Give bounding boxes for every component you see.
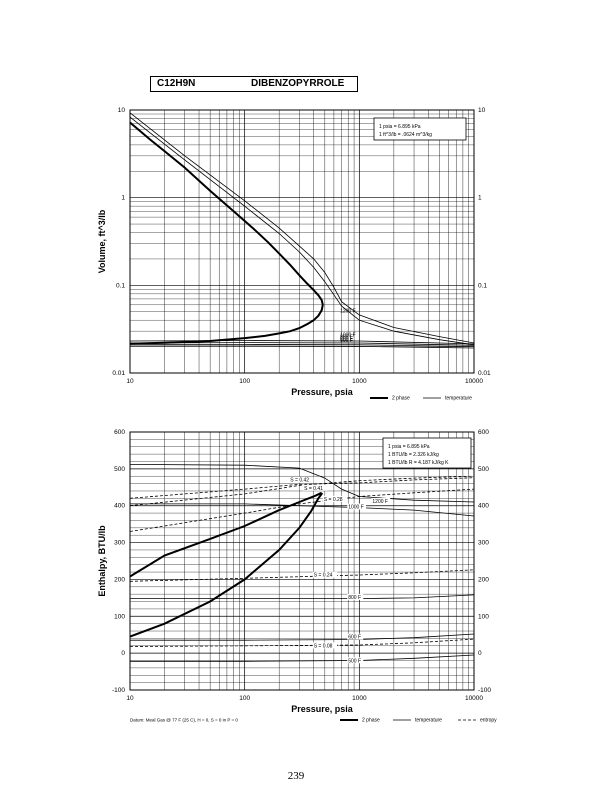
- y-tick-label: 0.1: [116, 282, 125, 289]
- conversion-box: [382, 437, 472, 469]
- curve-label: 1200 F: [372, 499, 388, 505]
- x-tick-label: 1000: [352, 378, 367, 385]
- x-tick-label: 10: [126, 378, 134, 385]
- series-line: [129, 477, 475, 499]
- x-tick-label: 100: [239, 695, 250, 702]
- y-tick-label-right: 0.01: [478, 370, 491, 377]
- y-tick-label-right: 300: [478, 540, 489, 547]
- y-tick-label: 0: [121, 650, 125, 657]
- y-tick-label-right: 100: [478, 613, 489, 620]
- curve-label: 1200 F: [340, 308, 356, 314]
- curve-label-bg: [347, 503, 367, 510]
- curve-label: 1000 F: [348, 505, 364, 511]
- curve-label: S = 0.28: [324, 497, 343, 503]
- legend-label: temperature: [415, 718, 442, 724]
- y-tick-label: 600: [114, 429, 125, 436]
- x-tick-label: 1000: [352, 695, 367, 702]
- curve-label: 600 F: [340, 336, 353, 342]
- y-tick-label: 200: [114, 576, 125, 583]
- curve-label: 800 F: [340, 335, 353, 341]
- y-tick-label-right: 0: [478, 650, 482, 657]
- conversion-line: 1 psia = 6.895 kPa: [388, 444, 430, 450]
- series-line: [129, 464, 475, 503]
- y-tick-label: 0.01: [112, 370, 125, 377]
- conversion-line: 1 ft^3/lb = .0624 m^3/kg: [379, 132, 432, 138]
- footnote: Datum: Meal Gas @ 77 F (25 C), H = 0, S …: [130, 718, 238, 723]
- legend-label: 2 phase: [392, 396, 410, 402]
- series-line: [130, 594, 475, 599]
- series-line: [129, 116, 475, 346]
- curve-label: S = 0.08: [314, 644, 333, 650]
- compound-name: DIBENZOPYRROLE: [251, 78, 345, 89]
- curve-label: S = 0.41: [304, 486, 323, 492]
- curve-label-bg: [312, 571, 338, 578]
- page-number: 239: [287, 770, 305, 782]
- y-tick-label-right: 400: [478, 503, 489, 510]
- series-line: [129, 492, 324, 638]
- series-line: [130, 344, 475, 347]
- y-tick-label-right: 500: [478, 466, 489, 473]
- series-line: [129, 340, 475, 345]
- curve-label-bg: [289, 476, 314, 483]
- curve-label-bg: [371, 498, 391, 505]
- x-tick-label: 10: [126, 695, 134, 702]
- chart-title-box: C12H9N DIBENZOPYRROLE: [150, 76, 358, 92]
- series-line: [129, 342, 475, 346]
- y-tick-label: 10: [118, 107, 126, 114]
- curve-label-bg: [322, 495, 348, 502]
- curve-label-bg: [347, 657, 364, 664]
- x-tick-label: 10000: [465, 378, 483, 385]
- y-tick-label: -100: [112, 687, 125, 694]
- x-tick-label: 10000: [465, 695, 483, 702]
- conversion-box: [373, 117, 467, 141]
- curve-label: 600 F: [348, 635, 361, 641]
- series-line: [129, 121, 324, 345]
- curve-label-bg: [312, 642, 338, 649]
- curve-label-bg: [347, 593, 364, 600]
- plot-frame: [129, 431, 475, 691]
- series-line: [130, 633, 475, 641]
- curve-label: 1000 F: [340, 333, 356, 339]
- y-tick-label: 1: [121, 195, 125, 202]
- y-tick-label-right: 10: [478, 107, 486, 114]
- conversion-line: 1 psia = 6.895 kPa: [379, 124, 421, 130]
- conversion-line: 1 BTU/lb R = 4.187 kJ/kg K: [388, 460, 449, 466]
- compound-formula: C12H9N: [157, 78, 196, 89]
- conversion-line: 1 BTU/lb = 2.326 kJ/kg: [388, 452, 439, 458]
- y-tick-label-right: 200: [478, 576, 489, 583]
- y-tick-label: 100: [114, 613, 125, 620]
- y-axis-label: Volume, ft^3/lb: [97, 209, 107, 273]
- y-tick-label-right: 0.1: [478, 282, 487, 289]
- x-axis-label: Pressure, psia: [291, 704, 354, 714]
- legend-label: 2 phase: [362, 718, 380, 724]
- y-tick-label: 400: [114, 503, 125, 510]
- y-tick-label-right: 600: [478, 429, 489, 436]
- curve-label: 500 F: [340, 338, 353, 344]
- series-line: [129, 475, 475, 507]
- plot-frame: [129, 109, 475, 374]
- series-line: [130, 345, 475, 349]
- y-axis-label: Enthalpy, BTU/lb: [97, 525, 107, 597]
- curve-label-bg: [347, 633, 364, 640]
- y-tick-label: 500: [114, 466, 125, 473]
- curve-label: S = 0.24: [314, 573, 333, 579]
- series-line: [129, 112, 475, 344]
- legend-label: entropy: [480, 718, 497, 724]
- x-axis-label: Pressure, psia: [291, 387, 354, 397]
- y-tick-label: 300: [114, 540, 125, 547]
- curve-label: 800 F: [348, 595, 361, 601]
- curve-label: S = 0.42: [290, 478, 309, 484]
- series-line: [129, 638, 475, 647]
- curve-label-bg: [303, 484, 328, 491]
- curve-label: 500 F: [348, 658, 361, 664]
- x-tick-label: 100: [239, 378, 250, 385]
- series-line: [129, 569, 475, 582]
- y-tick-label-right: -100: [478, 687, 491, 694]
- legend-label: temperature: [445, 396, 472, 402]
- y-tick-label-right: 1: [478, 195, 482, 202]
